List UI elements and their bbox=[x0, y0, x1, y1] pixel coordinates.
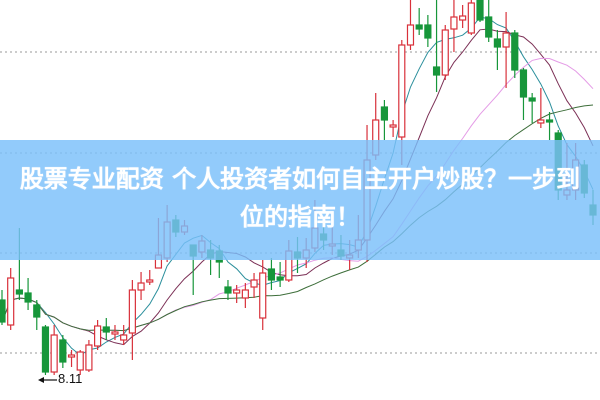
candle-up bbox=[250, 279, 258, 288]
candle-up bbox=[7, 277, 15, 326]
candle-up bbox=[76, 351, 84, 371]
candle-down bbox=[15, 289, 23, 295]
candle-up bbox=[50, 334, 58, 373]
candle-up bbox=[502, 32, 510, 48]
candle-down bbox=[0, 299, 6, 323]
candle-down bbox=[102, 326, 110, 333]
candle-down bbox=[33, 304, 41, 318]
low-arrow-icon bbox=[38, 377, 44, 383]
candle-down bbox=[276, 276, 284, 281]
candle-down bbox=[424, 24, 432, 39]
title-banner bbox=[0, 140, 600, 260]
candle-down bbox=[415, 24, 423, 30]
candle-up bbox=[146, 279, 154, 283]
candle-up bbox=[467, 2, 475, 34]
candle-down bbox=[493, 38, 501, 48]
candle-down bbox=[511, 32, 519, 71]
candle-up bbox=[389, 124, 397, 128]
article-title: 股票专业配资 个人投资者如何自主开户炒股？一步到位的指南！ bbox=[19, 165, 581, 231]
candle-down bbox=[59, 339, 67, 363]
candle-up bbox=[137, 282, 145, 291]
candle-down bbox=[485, 16, 493, 38]
candle-up bbox=[537, 119, 545, 124]
candle-down bbox=[380, 106, 389, 121]
candle-down bbox=[432, 66, 441, 76]
candle-up bbox=[128, 289, 136, 334]
candle-up bbox=[111, 331, 119, 335]
candle-up bbox=[406, 24, 415, 46]
candle-up bbox=[94, 325, 102, 347]
candle-down bbox=[267, 268, 276, 281]
candle-down bbox=[528, 97, 536, 102]
candle-down bbox=[24, 292, 32, 303]
candle-down bbox=[545, 119, 554, 123]
candle-up bbox=[459, 15, 467, 21]
candle-up bbox=[398, 44, 406, 138]
candle-up bbox=[450, 16, 458, 30]
candle-up bbox=[85, 344, 93, 371]
candle-down bbox=[519, 69, 528, 98]
candle-down bbox=[41, 326, 50, 373]
candle-up bbox=[233, 289, 241, 294]
low-price-label: 8.11 bbox=[58, 371, 83, 386]
candle-up bbox=[241, 289, 249, 299]
candle-up bbox=[67, 354, 76, 358]
candle-up bbox=[259, 272, 267, 319]
candle-up bbox=[120, 334, 128, 341]
candle-down bbox=[224, 286, 232, 294]
candle-down bbox=[476, 0, 484, 21]
candle-up bbox=[441, 29, 449, 76]
